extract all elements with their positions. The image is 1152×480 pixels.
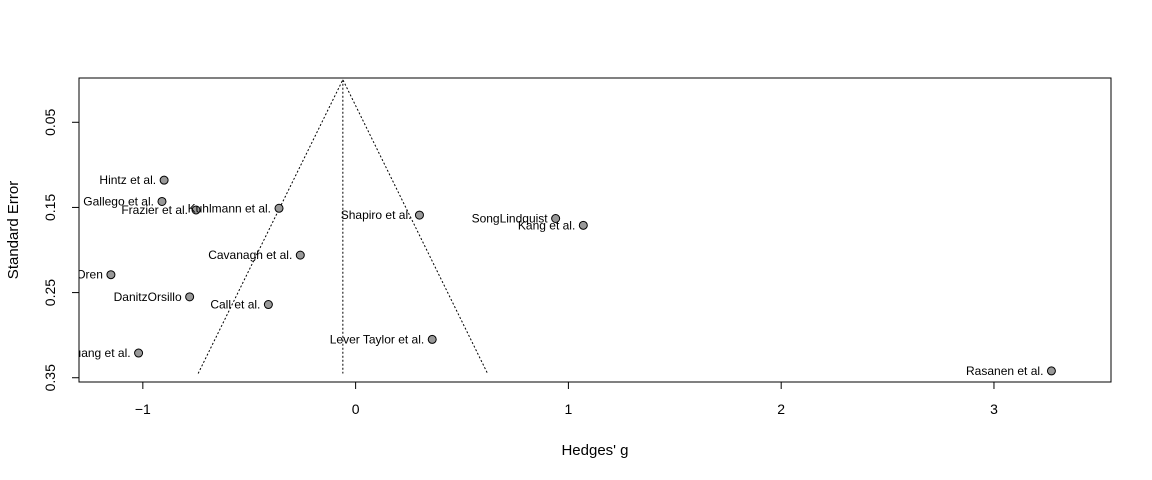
y-tick-label: 0.35 xyxy=(42,364,58,391)
y-tick-label: 0.15 xyxy=(42,194,58,221)
x-tick-label: 0 xyxy=(352,401,360,417)
data-point-label: Lever Taylor et al. xyxy=(330,332,425,346)
x-tick-label: 2 xyxy=(777,401,785,417)
data-points: Hintz et al. Gallego et al.Frazier et al.… xyxy=(66,173,1056,378)
x-tick-label: 3 xyxy=(990,401,998,417)
data-point-label: Frazier et al. xyxy=(121,203,188,217)
data-point xyxy=(134,348,144,358)
plot-area-frame xyxy=(78,77,1112,383)
x-axis-title: Hedges' g xyxy=(561,442,628,459)
data-point-label: DanitzOrsillo xyxy=(114,290,182,304)
data-point xyxy=(274,203,284,213)
y-axis: 0.05 0.15 0.25 0.35 xyxy=(42,108,80,391)
y-axis-title: Standard Error xyxy=(5,181,22,279)
data-point xyxy=(185,292,195,302)
data-point xyxy=(157,196,167,206)
data-point xyxy=(191,205,201,215)
data-point xyxy=(427,334,437,344)
funnel-lines xyxy=(197,78,488,374)
data-point xyxy=(106,270,116,280)
data-point xyxy=(159,175,169,185)
data-point xyxy=(551,214,561,224)
data-point-label: Kang et al. xyxy=(518,218,575,232)
data-point xyxy=(263,300,273,310)
data-point-label: Kuhlmann et al. xyxy=(188,201,271,215)
y-tick-label: 0.05 xyxy=(42,108,58,135)
data-point xyxy=(295,250,305,260)
data-point-label: Gallego et al. xyxy=(83,194,154,208)
data-point-label: Rasanen et al. xyxy=(966,364,1043,378)
data-point-label: Shapiro et al. xyxy=(341,208,412,222)
data-point-label: Oren xyxy=(76,268,103,282)
data-point-label: Cavanagh et al. xyxy=(208,248,292,262)
data-point xyxy=(578,220,588,230)
data-point-label: Hintz et al. xyxy=(99,173,156,187)
funnel-boundary-line xyxy=(197,78,488,374)
x-tick-label: 1 xyxy=(565,401,573,417)
data-point-label: Call et al. xyxy=(210,298,260,312)
data-point-label: SongLindquist xyxy=(472,212,549,226)
data-point xyxy=(414,210,424,220)
x-tick-label: −1 xyxy=(135,401,151,417)
data-point-label: Huang et al. xyxy=(66,346,131,360)
data-point xyxy=(1046,366,1056,376)
y-tick-label: 0.25 xyxy=(42,279,58,306)
x-axis: −1 0 1 2 3 xyxy=(135,381,998,417)
